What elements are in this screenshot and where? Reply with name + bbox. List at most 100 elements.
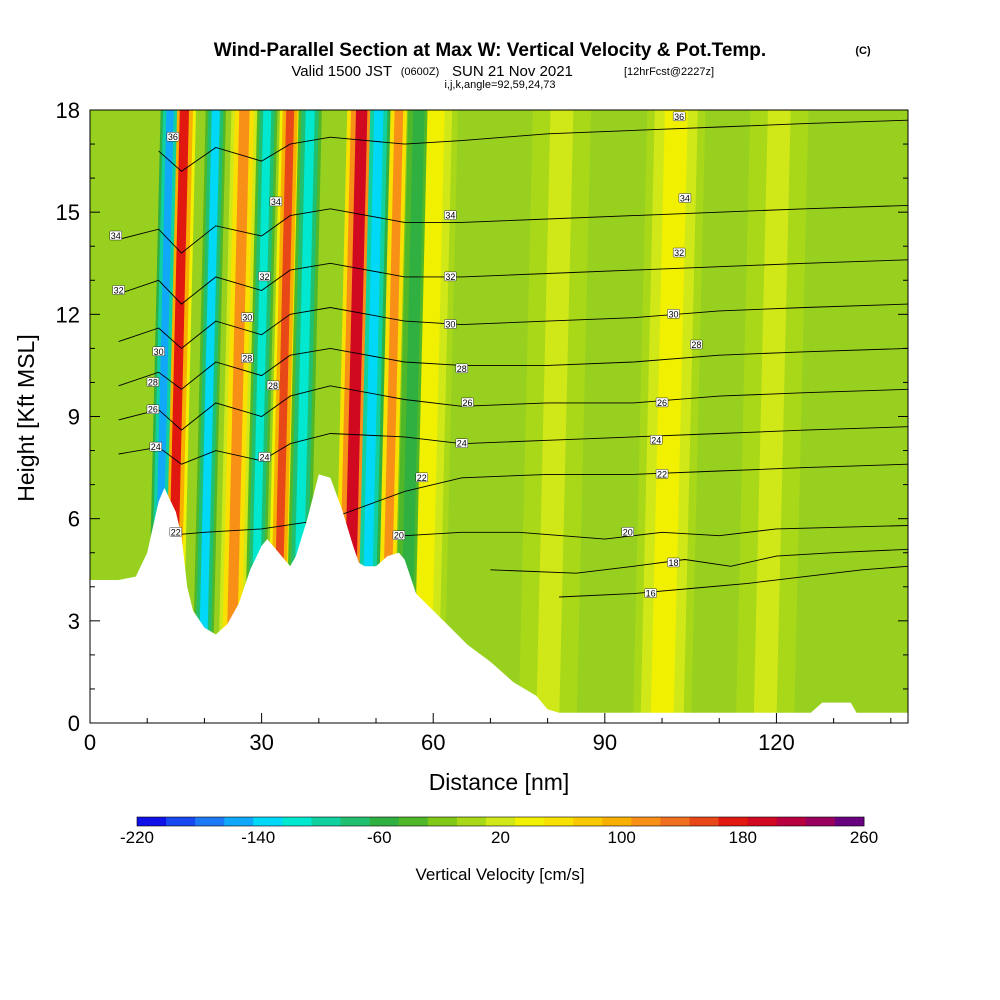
contour-label-text: 34 xyxy=(111,231,121,241)
indices-text: i,j,k,angle=92,59,24,73 xyxy=(444,79,555,91)
colorbar-segment-0 xyxy=(137,817,167,826)
contour-label-32: 16 xyxy=(644,588,657,599)
colorbar-segment-22 xyxy=(776,817,807,826)
contour-label-17: 28 xyxy=(690,339,703,350)
contour-label-text: 26 xyxy=(657,398,667,408)
contour-label-text: 28 xyxy=(691,340,701,350)
chart-title: Wind-Parallel Section at Max W: Vertical… xyxy=(214,40,766,61)
colorbar-segment-6 xyxy=(311,817,341,826)
contour-label-5: 36 xyxy=(672,111,686,122)
colorbar-label: 100 xyxy=(608,828,636,847)
colorbar-segment-3 xyxy=(224,817,254,826)
colorbar-segment-15 xyxy=(573,817,603,826)
colorbar-segment-13 xyxy=(515,817,545,826)
colorbar-segment-4 xyxy=(253,817,283,826)
colorbar-segment-11 xyxy=(456,817,487,826)
colorbar-label: -220 xyxy=(120,828,154,847)
theta-contour-16 xyxy=(559,565,908,598)
colorbar-segment-16 xyxy=(602,817,632,826)
contour-label-text: 22 xyxy=(417,473,427,483)
contour-label-text: 20 xyxy=(394,531,404,541)
contour-label-text: 20 xyxy=(623,527,633,537)
contour-label-text: 26 xyxy=(463,398,473,408)
theta-contour-30 xyxy=(118,303,908,349)
theta-contour-28 xyxy=(118,347,908,390)
contour-label-16: 28 xyxy=(455,363,469,374)
theta-contour-18 xyxy=(490,548,908,574)
contour-label-31: 18 xyxy=(667,557,680,568)
contour-label-text: 18 xyxy=(668,558,678,568)
valid-date-text: SUN 21 Nov 2021 xyxy=(452,63,573,80)
contour-label-text: 16 xyxy=(646,589,656,599)
contour-label-text: 30 xyxy=(445,320,455,330)
contour-label-14: 28 xyxy=(146,377,160,387)
y-tick-label: 0 xyxy=(68,711,80,736)
contour-label-text: 30 xyxy=(668,309,678,319)
valid-utc-text: (0600Z) xyxy=(401,66,440,78)
theta-contour-26 xyxy=(118,385,908,431)
contour-label-12: 30 xyxy=(667,309,680,319)
colorbar-segment-1 xyxy=(166,817,196,826)
updraft-band-1-level-2 xyxy=(225,110,250,723)
contour-label-9: 32 xyxy=(672,247,686,258)
contour-label-18: 28 xyxy=(266,380,280,391)
colorbar-segment-8 xyxy=(369,817,400,826)
x-tick-label: 30 xyxy=(249,730,273,755)
theta-contour-22 xyxy=(164,463,908,537)
y-axis-label: Height [Kft MSL] xyxy=(13,334,39,501)
updraft-band-8-level-2 xyxy=(753,110,791,723)
updraft-band-7-level-2 xyxy=(650,110,688,723)
contour-label-text: 24 xyxy=(457,439,467,449)
updraft-band-6-level-2 xyxy=(536,110,574,723)
contour-label-10: 30 xyxy=(241,312,254,323)
contour-label-7: 32 xyxy=(258,271,271,282)
theta-contour-34 xyxy=(118,204,908,254)
contour-label-23: 24 xyxy=(258,452,271,462)
y-tick-label: 12 xyxy=(56,302,80,327)
plot-area: 36 34 34 34 34 36 32 32 32 32 30 30 30 30 28 28 28 28 28 26… xyxy=(90,110,908,723)
contour-label-text: 28 xyxy=(457,364,467,374)
contour-label-text: 24 xyxy=(259,452,269,462)
contour-label-22: 24 xyxy=(149,441,162,452)
contour-label-3: 34 xyxy=(678,193,692,204)
y-tick-label: 3 xyxy=(68,609,80,634)
x-tick-label: 120 xyxy=(758,730,795,755)
contour-label-text: 26 xyxy=(148,405,158,415)
x-tick-label: 60 xyxy=(421,730,445,755)
contour-label-6: 32 xyxy=(112,285,125,295)
contour-label-8: 32 xyxy=(444,271,457,282)
contour-label-text: 34 xyxy=(445,211,455,221)
colorbar-label: -140 xyxy=(241,828,275,847)
colorbar-segment-12 xyxy=(485,817,516,826)
colorbar-segment-17 xyxy=(631,817,661,826)
colorbar-label: 260 xyxy=(850,828,878,847)
colorbar-segment-20 xyxy=(718,817,749,826)
x-axis-label: Distance [nm] xyxy=(429,769,570,795)
colorbar-segment-24 xyxy=(834,817,865,826)
colorbar-segment-7 xyxy=(340,817,371,826)
contour-label-24: 24 xyxy=(455,438,469,449)
colorbar-segment-23 xyxy=(805,817,836,826)
x-tick-label: 0 xyxy=(84,730,96,755)
updraft-band-5-level-2 xyxy=(413,110,445,723)
contour-label-text: 28 xyxy=(148,377,158,387)
contour-label-text: 34 xyxy=(271,197,281,207)
colorbar-label: 180 xyxy=(729,828,757,847)
contour-label-29: 20 xyxy=(392,530,406,541)
contour-label-19: 26 xyxy=(146,404,160,415)
contour-label-text: 22 xyxy=(171,527,181,537)
contour-label-text: 28 xyxy=(268,381,278,391)
colorbar: -220 -140 -60 20 100 180 260 xyxy=(120,816,878,847)
contour-label-text: 24 xyxy=(151,442,161,452)
copyright-mark: (C) xyxy=(855,45,871,57)
contour-label-2: 34 xyxy=(444,210,457,221)
contour-label-text: 36 xyxy=(168,132,178,142)
contour-label-text: 32 xyxy=(259,272,269,282)
contour-label-20: 26 xyxy=(461,397,474,408)
contour-label-1: 34 xyxy=(269,196,283,207)
contour-label-15: 28 xyxy=(241,353,254,364)
contour-label-13: 30 xyxy=(152,346,165,357)
terrain xyxy=(90,474,908,723)
contour-label-11: 30 xyxy=(444,319,457,330)
